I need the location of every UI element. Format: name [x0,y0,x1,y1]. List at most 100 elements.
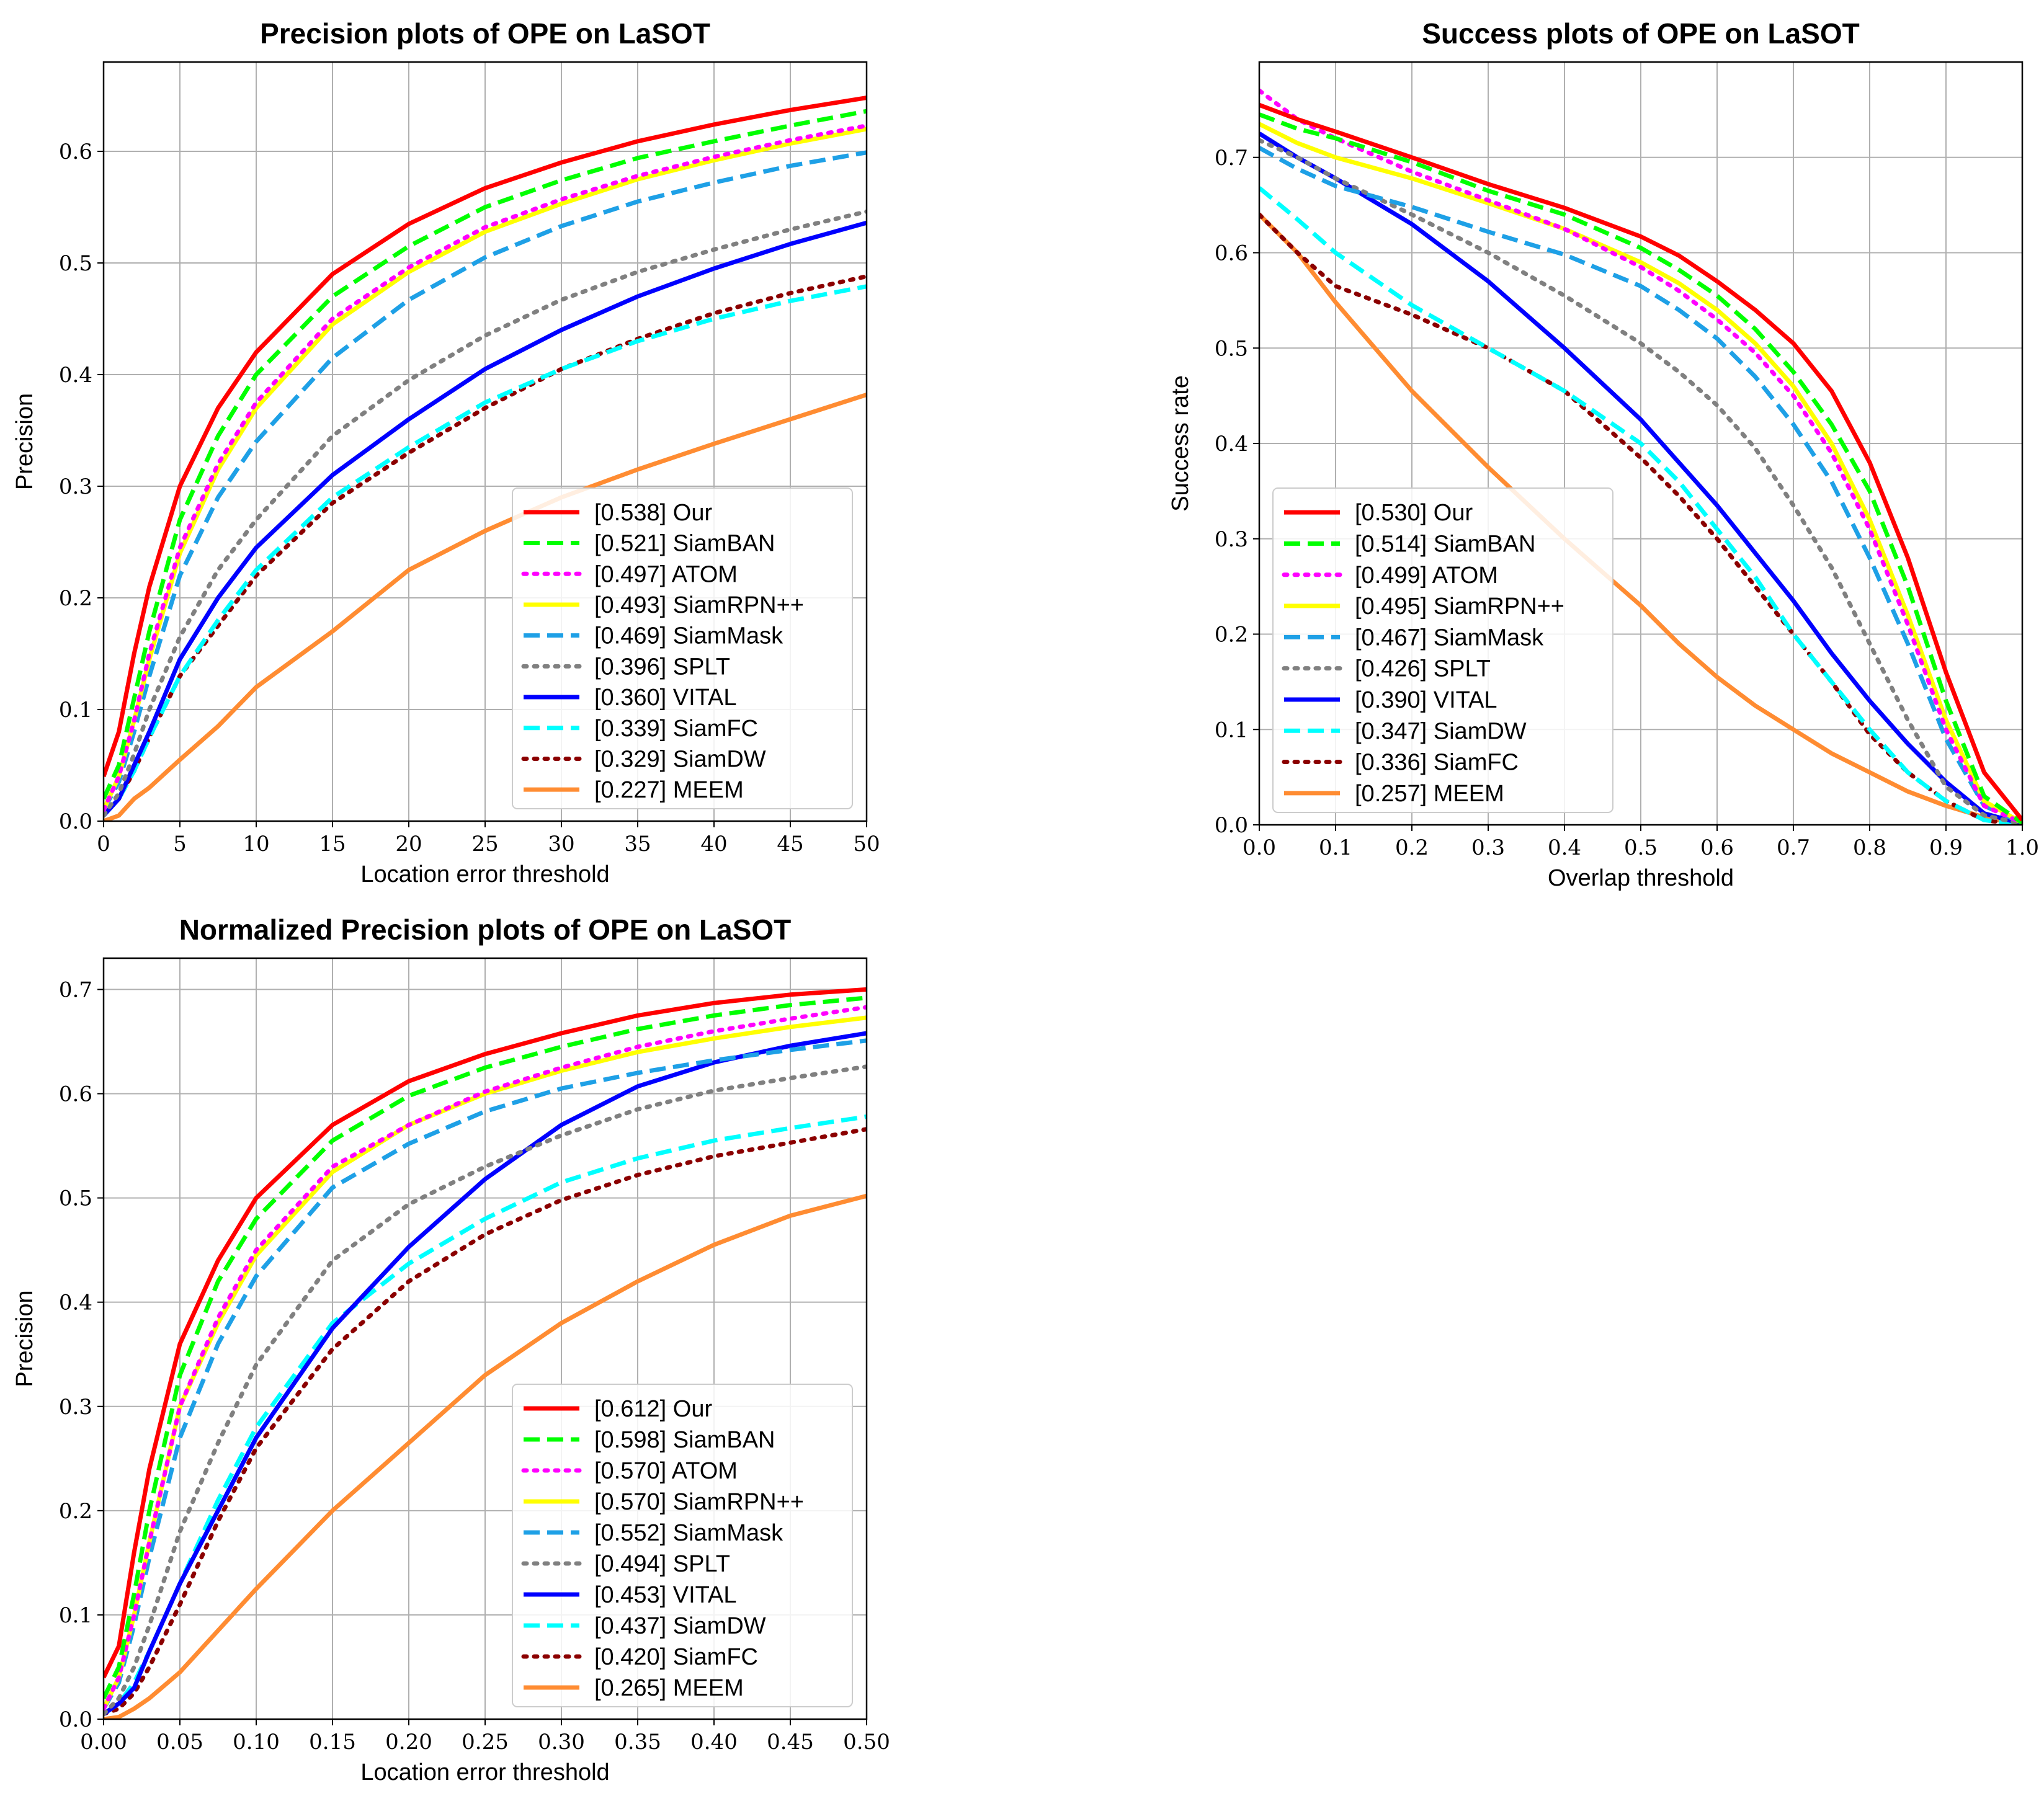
norm-precision-xtick-label: 0.20 [385,1730,432,1755]
norm-precision-legend-label: [0.494] SPLT [594,1551,730,1577]
norm-precision-series-group [104,987,867,1719]
success-series-group [1259,88,2022,825]
norm-precision-series-siammask [104,1038,867,1710]
success-xtick-label: 0.0 [1243,835,1276,860]
norm-precision-series-atom [104,1005,867,1711]
success-series-siammask [1259,146,2022,825]
norm-precision-series-meem [104,1193,867,1719]
precision-series-meem [104,393,867,821]
norm-precision-series-siamrpnpp [104,1015,867,1710]
precision-series-splt [104,209,867,818]
success-ytick-label: 0.6 [1215,241,1248,266]
norm-precision-xtick-label: 0.25 [462,1730,509,1755]
norm-precision-ytick-label: 0.0 [59,1707,92,1732]
precision-ytick-label: 0.5 [59,251,92,276]
precision-series-group [104,96,867,821]
norm-precision-legend-label: [0.570] ATOM [594,1458,738,1484]
norm-precision-xtick-label: 0.50 [843,1730,890,1755]
success-legend-label: [0.530] Our [1355,500,1473,526]
precision-series-siammask [104,150,867,811]
precision-legend-label: [0.493] SiamRPN++ [594,592,804,618]
norm-precision-ytick-label: 0.3 [59,1395,92,1420]
precision-xtick-label: 40 [700,832,727,856]
norm-precision-legend-label: [0.265] MEEM [594,1675,744,1701]
precision-chart: 0 5 10 15 20 25 30 35 40 45 50 0.0 0.1 0.2 0.3 0.4 0.5 0.… [12,17,880,887]
success-ytick-label: 0.3 [1215,527,1248,552]
success-xtick-label: 0.3 [1471,835,1505,860]
norm-precision-legend: [0.612] Our [0.598] SiamBAN [0.570] ATOM [0… [512,1384,853,1707]
norm-precision-series-vital [104,1031,867,1716]
precision-xtick-label: 30 [548,832,574,856]
success-xtick-label: 1.0 [2006,835,2039,860]
norm-precision-xtick-label: 0.45 [767,1730,814,1755]
success-series-meem [1259,213,2022,825]
precision-ylabel: Precision [12,393,38,490]
norm-precision-xtick-label: 0.15 [309,1730,356,1755]
precision-series-siamfc [104,284,867,817]
success-series-splt [1259,138,2022,825]
precision-legend-label: [0.360] VITAL [594,685,737,711]
norm-precision-legend-label: [0.612] Our [594,1396,712,1422]
precision-xtick-label: 35 [624,832,651,856]
success-ytick-label: 0.7 [1215,146,1248,171]
precision-xtick-label: 0 [97,832,110,856]
success-ytick-label: 0.5 [1215,336,1248,361]
success-legend-label: [0.257] MEEM [1355,781,1504,807]
success-xlabel: Overlap threshold [1548,865,1734,891]
success-chart: 0.0 0.1 0.2 0.3 0.4 0.5 0.6 0.7 0.8 0.9 1.0 0.0 0.1 0… [1167,17,2039,891]
success-ytick-label: 0.2 [1215,623,1248,647]
precision-legend-label: [0.396] SPLT [594,654,730,680]
success-legend: [0.530] Our [0.514] SiamBAN [0.499] ATOM [0… [1272,487,1613,813]
precision-xtick-label: 20 [395,832,422,856]
precision-title: Precision plots of OPE on LaSOT [260,17,710,50]
success-series-atom [1259,88,2022,825]
precision-xtick-label: 45 [777,832,803,856]
norm-precision-series-siamban [104,995,867,1699]
success-legend-box [1272,487,1613,813]
norm-precision-xlabel: Location error threshold [360,1759,609,1786]
precision-legend-label: [0.497] ATOM [594,561,738,587]
norm-precision-ytick-label: 0.2 [59,1499,92,1524]
norm-precision-legend-label: [0.552] SiamMask [594,1520,783,1546]
precision-ytick-label: 0.6 [59,140,92,164]
precision-series-atom [104,123,867,812]
precision-legend-label: [0.227] MEEM [594,777,744,803]
norm-precision-chart: 0.00 0.05 0.10 0.15 0.20 0.25 0.30 0.35 0.40 0.45… [12,914,890,1786]
precision-legend-box [512,487,853,809]
success-series-siamrpnpp [1259,122,2022,825]
precision-xlabel: Location error threshold [360,861,609,887]
precision-xtick-label: 15 [319,832,346,856]
precision-xtick-label: 5 [173,832,187,856]
precision-xtick-label: 25 [471,832,498,856]
precision-ytick-label: 0.1 [59,698,92,723]
norm-precision-series-splt [104,1064,867,1717]
norm-precision-series-our [104,987,867,1679]
success-legend-label: [0.426] SPLT [1355,656,1491,682]
precision-xtick-label: 50 [853,832,880,856]
precision-xtick-label: 10 [243,832,269,856]
norm-precision-xtick-label: 0.10 [233,1730,280,1755]
norm-precision-xtick-label: 0.00 [80,1730,127,1755]
precision-series-vital [104,220,867,817]
precision-legend-label: [0.339] SiamFC [594,716,758,742]
success-legend-label: [0.499] ATOM [1355,563,1498,589]
norm-precision-legend-label: [0.570] SiamRPN++ [594,1489,804,1515]
success-ytick-label: 0.0 [1215,813,1248,838]
success-legend-label: [0.390] VITAL [1355,687,1497,713]
success-legend-label: [0.467] SiamMask [1355,625,1544,651]
norm-precision-legend-label: [0.420] SiamFC [594,1644,758,1670]
success-ytick-label: 0.1 [1215,718,1248,742]
norm-precision-ytick-label: 0.7 [59,977,92,1002]
precision-legend-label: [0.538] Our [594,500,712,526]
precision-legend-label: [0.329] SiamDW [594,746,766,772]
success-series-siamban [1259,112,2022,825]
success-xtick-label: 0.7 [1777,835,1810,860]
success-xtick-label: 0.5 [1624,835,1658,860]
success-xtick-label: 0.8 [1853,835,1886,860]
success-series-our [1259,102,2022,822]
success-xtick-label: 0.4 [1548,835,1581,860]
norm-precision-ytick-label: 0.1 [59,1603,92,1628]
norm-precision-xtick-label: 0.35 [614,1730,661,1755]
